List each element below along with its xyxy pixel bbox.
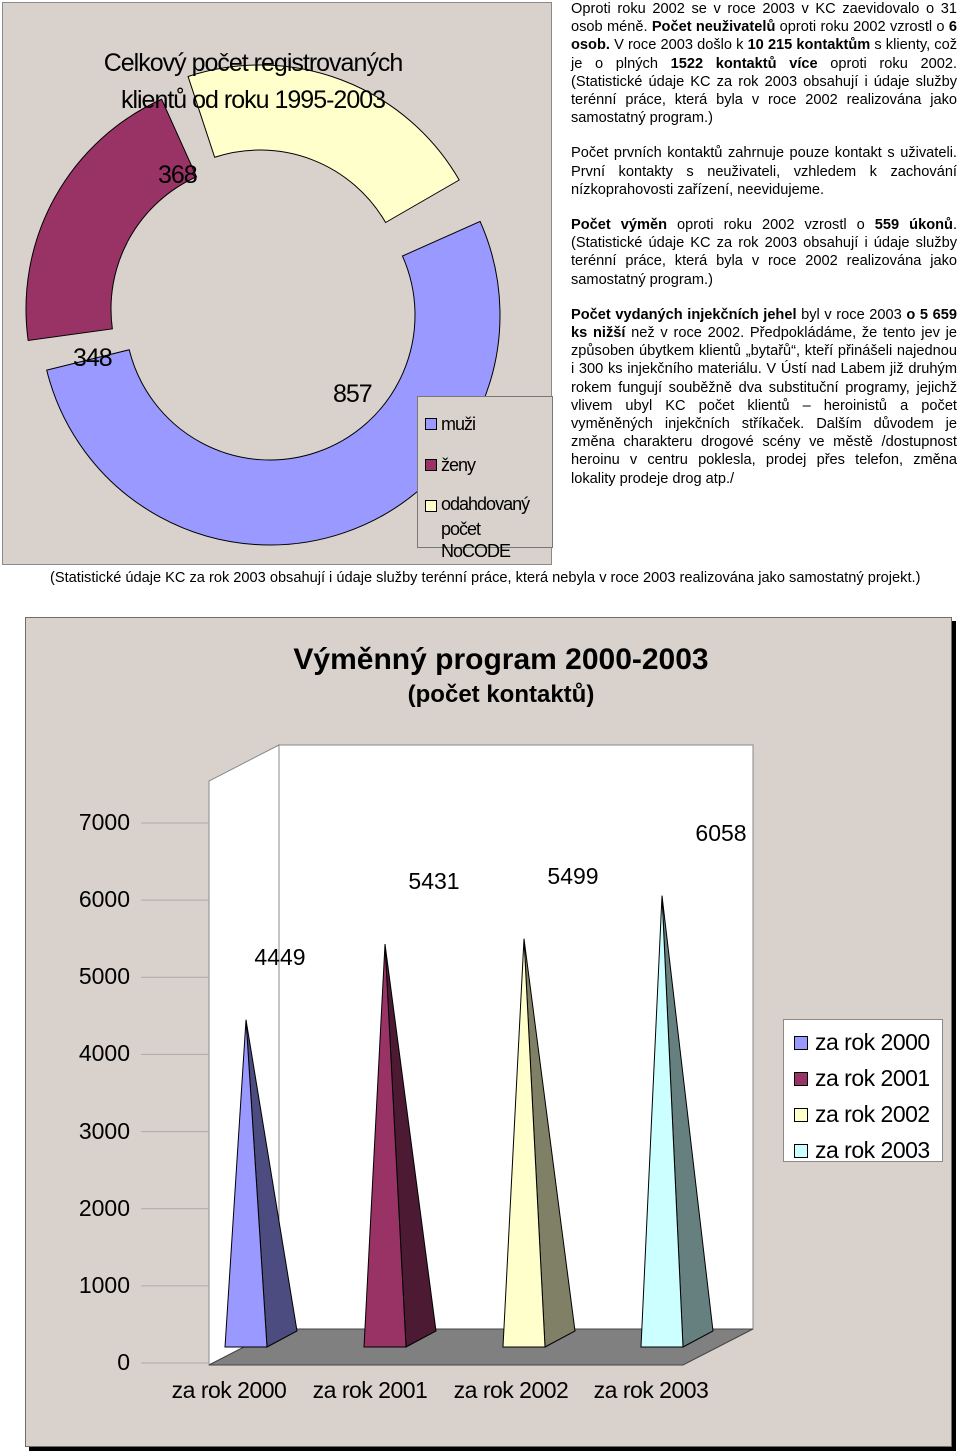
legend-swatch-2002	[794, 1108, 808, 1122]
right-text-column: Oproti roku 2002 se v roce 2003 v KC zae…	[571, 0, 957, 505]
paragraph-needles: Počet vydaných injekčních jehel byl v ro…	[571, 306, 957, 488]
text-span: oproti roku 2002 vzrostl o	[775, 19, 949, 36]
x-category-label: za rok 2001	[312, 1377, 428, 1403]
legend-label-2001: za rok 2001	[815, 1065, 930, 1091]
donut-chart-panel: Celkový počet registrovaných klientů od …	[2, 2, 553, 565]
x-category-label: za rok 2000	[171, 1377, 287, 1403]
paragraph-clients: Oproti roku 2002 se v roce 2003 v KC zae…	[571, 0, 957, 127]
value-label: 5431	[408, 868, 460, 895]
bar-chart-panel: Výměnný program 2000-2003 (počet kontakt…	[25, 617, 952, 1447]
text-span: oproti roku 2002. (Statistické údaje KC …	[571, 55, 957, 127]
donut-title-line2: klientů od roku 1995-2003	[120, 86, 386, 114]
y-tick-label: 7000	[78, 809, 130, 835]
text-span: V roce 2003 došlo k	[609, 37, 748, 54]
text-bold: Počet výměn	[571, 217, 668, 234]
donut-legend: muži ženy odahdovaný počet NoCODE	[417, 396, 553, 561]
donut-chart-svg	[25, 64, 501, 546]
paragraph-exchanges: Počet výměn oproti roku 2002 vzrostl o 5…	[571, 216, 957, 289]
legend-label-2003: za rok 2003	[815, 1137, 930, 1163]
footnote: (Statistické údaje KC za rok 2003 obsahu…	[50, 570, 921, 586]
text-span: než v roce 2002. Předpokládáme, že tento…	[571, 325, 957, 487]
y-tick-label: 5000	[78, 963, 130, 990]
text-bold: Počet neuživatelů	[651, 19, 776, 36]
y-tick-label: 2000	[78, 1194, 130, 1221]
donut-label-zeny: 348	[73, 344, 113, 372]
text-span: oproti roku 2002 vzrostl o	[667, 217, 875, 234]
legend-label-nocode-1: odahdovaný	[441, 494, 530, 514]
y-tick-label: 1000	[78, 1271, 130, 1298]
legend-swatch-2000	[794, 1036, 808, 1050]
donut-chart-title: Celkový počet registrovaných klientů od …	[33, 45, 473, 119]
text-bold: o 5 659 ks nižší	[571, 306, 957, 342]
donut-label-nocode: 368	[158, 161, 198, 189]
text-span: byl v roce 2003	[796, 306, 907, 323]
value-label: 5499	[547, 862, 599, 889]
pyramid-front	[502, 938, 546, 1348]
text-bold: 10 215 kontaktům	[747, 37, 871, 54]
x-category-label: za rok 2002	[453, 1377, 569, 1403]
donut-title-line1: Celkový počet registrovaných	[103, 49, 404, 77]
legend-swatch-zeny	[425, 459, 437, 471]
text-span: Oproti roku 2002 se v roce 2003 v KC zae…	[571, 1, 957, 36]
bar-chart-svg	[141, 744, 754, 1366]
donut-segment-zeny	[25, 98, 198, 342]
legend-swatch-muzi	[425, 418, 437, 430]
y-tick-label: 4000	[78, 1040, 130, 1067]
value-label: 6058	[695, 819, 747, 846]
bar-chart-title: Výměnný program 2000-2003	[293, 643, 709, 676]
legend-label-2000: za rok 2000	[815, 1029, 930, 1055]
y-tick-label: 0	[117, 1349, 130, 1375]
bar-legend: za rok 2000 za rok 2001 za rok 2002 za r…	[783, 1019, 943, 1163]
text-span: . (Statistické údaje KC za rok 2003 obsa…	[571, 217, 958, 288]
pyramid-front	[363, 944, 407, 1348]
legend-swatch-nocode	[425, 500, 437, 512]
legend-swatch-2003	[794, 1144, 808, 1158]
donut-segment-nocode	[187, 64, 460, 224]
pyramid-front	[640, 895, 684, 1348]
legend-label-2002: za rok 2002	[815, 1101, 930, 1127]
text-bold: Počet vydaných injekčních jehel	[571, 306, 797, 323]
y-tick-label: 3000	[78, 1117, 130, 1144]
paragraph-first-contacts: Počet prvních kontaktů zahrnuje pouze ko…	[571, 145, 957, 198]
gridlines	[141, 822, 209, 1364]
text-bold: 1522 kontaktů více	[670, 55, 818, 72]
legend-swatch-2001	[794, 1072, 808, 1086]
legend-label-muzi: muži	[441, 414, 476, 434]
pyramids	[224, 895, 714, 1348]
text-bold: 6 osob.	[571, 19, 957, 54]
x-category-label: za rok 2003	[593, 1377, 709, 1403]
value-label: 4449	[254, 943, 306, 970]
pyramid-front	[224, 1019, 268, 1348]
y-tick-label: 6000	[78, 886, 130, 913]
donut-label-muzi: 857	[333, 380, 373, 408]
legend-label-zeny: ženy	[441, 455, 476, 475]
legend-label-nocode-2: počet NoCODE	[441, 519, 511, 561]
text-span: s klienty, což je o plných	[571, 37, 957, 72]
text-bold: 559 úkonů	[874, 217, 953, 234]
bar-chart-subtitle: (počet kontaktů)	[407, 681, 595, 708]
